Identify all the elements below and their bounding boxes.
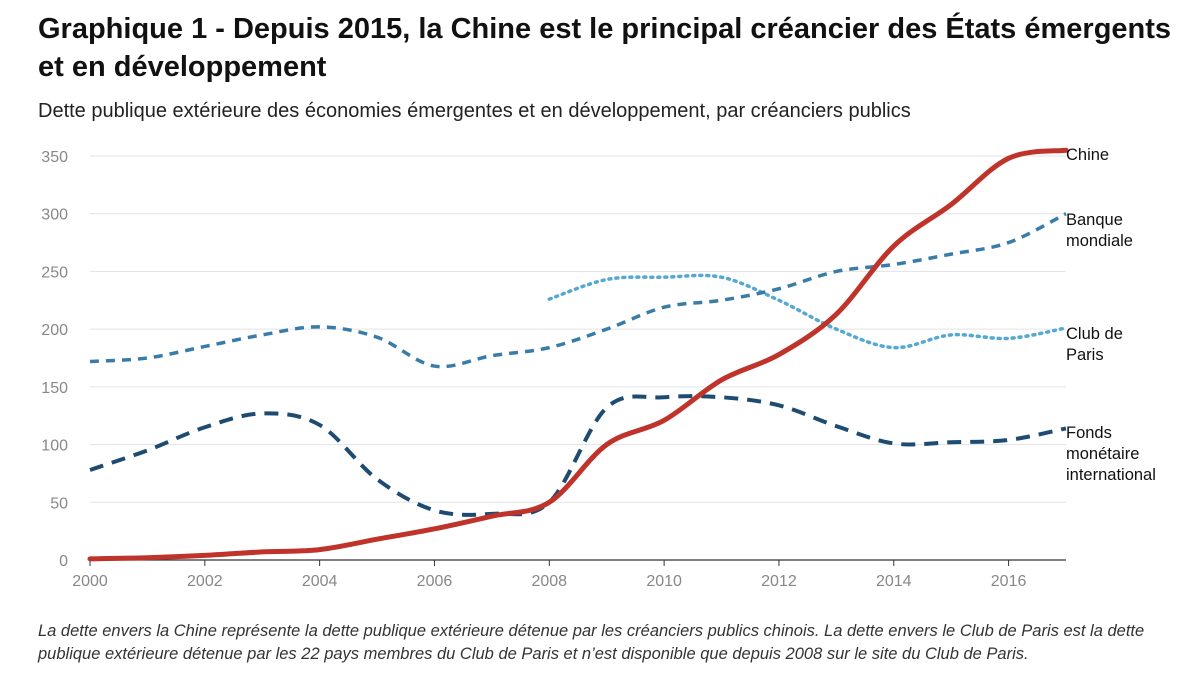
series-label-club-de-paris: Club de Paris <box>1066 325 1123 364</box>
x-tick-label: 2010 <box>646 573 682 590</box>
y-tick-label: 0 <box>59 553 68 570</box>
series-label-chine: Chine <box>1066 146 1109 164</box>
x-tick-label: 2008 <box>531 573 567 590</box>
x-tick-label: 2012 <box>761 573 797 590</box>
y-tick-label: 250 <box>41 264 68 281</box>
chart-note: La dette envers la Chine représente la d… <box>38 622 1145 663</box>
series-label-fonds-monetaire-international: Fonds monétaire international <box>1066 424 1156 484</box>
y-tick-label: 100 <box>41 438 68 455</box>
y-tick-label: 200 <box>41 322 68 339</box>
y-tick-label: 300 <box>41 207 68 224</box>
gridlines <box>90 155 1066 561</box>
x-tick-label: 2000 <box>72 573 108 590</box>
x-tick-label: 2014 <box>876 573 912 590</box>
y-tick-label: 150 <box>41 380 68 397</box>
series-labels: Chine Banque mondiale Club de Paris Fonds moné… <box>1066 146 1156 484</box>
series-line-chine <box>87 147 1069 562</box>
x-tick-label: 2016 <box>991 573 1027 590</box>
x-tick-label: 2002 <box>187 573 223 590</box>
series-label-banque-mondiale: Banque mondiale <box>1066 211 1133 250</box>
x-tick-label: 2006 <box>417 573 453 590</box>
chart-title: Graphique 1 - Depuis 2015, la Chine est … <box>38 13 1172 83</box>
y-tick-label: 350 <box>41 149 68 166</box>
y-axis: 0 50 100 150 200 250 300 350 <box>41 149 68 570</box>
x-tick-label: 2004 <box>302 573 338 590</box>
series-line-club-de-paris <box>547 273 1068 350</box>
series-lines <box>87 147 1069 562</box>
y-tick-label: 50 <box>50 495 68 512</box>
x-axis: 2000 2002 2004 2006 2008 2010 2012 2014 2016 <box>72 560 1026 590</box>
chart-subtitle: Dette publique extérieure des économies … <box>38 100 911 122</box>
series-line-banque-mondiale <box>89 212 1067 369</box>
series-line-fonds-monetaire-international <box>89 394 1067 517</box>
